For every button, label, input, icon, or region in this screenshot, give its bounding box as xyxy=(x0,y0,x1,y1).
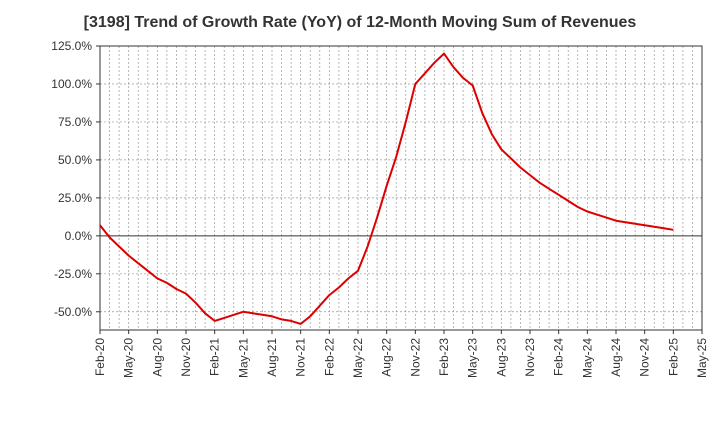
data-point xyxy=(414,83,416,85)
x-tick-label: Aug-24 xyxy=(609,338,623,377)
y-tick-label: -50.0% xyxy=(54,305,92,319)
data-point xyxy=(281,318,283,320)
data-point xyxy=(663,227,665,229)
data-point xyxy=(577,206,579,208)
data-point xyxy=(271,315,273,317)
x-tick-label: Feb-22 xyxy=(322,338,336,376)
x-tick-label: Feb-25 xyxy=(666,338,680,376)
data-point xyxy=(99,224,101,226)
data-point xyxy=(223,317,225,319)
data-point xyxy=(386,185,388,187)
plot-area xyxy=(100,46,702,330)
data-point xyxy=(462,77,464,79)
data-point xyxy=(491,133,493,135)
y-tick-label: 125.0% xyxy=(51,39,92,53)
data-point xyxy=(529,174,531,176)
plot-frame xyxy=(99,45,703,331)
x-tick-label: May-25 xyxy=(695,338,709,378)
data-point xyxy=(195,302,197,304)
data-point xyxy=(185,293,187,295)
data-point xyxy=(586,211,588,213)
data-point xyxy=(558,194,560,196)
data-point xyxy=(539,182,541,184)
x-tick-label: May-20 xyxy=(122,338,136,378)
data-point xyxy=(166,282,168,284)
data-point xyxy=(453,66,455,68)
data-point xyxy=(500,148,502,150)
data-point xyxy=(548,188,550,190)
x-tick-label: Nov-22 xyxy=(408,338,422,377)
x-tick-label: Aug-20 xyxy=(150,338,164,377)
data-point xyxy=(290,320,292,322)
data-point xyxy=(233,314,235,316)
data-point xyxy=(137,262,139,264)
y-tick-label: 25.0% xyxy=(58,191,92,205)
data-point xyxy=(605,217,607,219)
y-tick-label: 75.0% xyxy=(58,115,92,129)
data-point xyxy=(156,277,158,279)
data-point xyxy=(644,224,646,226)
data-point xyxy=(433,62,435,64)
data-point xyxy=(309,315,311,317)
data-point xyxy=(481,112,483,114)
data-point xyxy=(443,53,445,55)
data-point xyxy=(252,312,254,314)
x-tick-label: Aug-22 xyxy=(380,338,394,377)
chart-title: [3198] Trend of Growth Rate (YoY) of 12-… xyxy=(83,14,637,31)
data-point xyxy=(510,157,512,159)
data-point xyxy=(634,223,636,225)
x-tick-label: Aug-21 xyxy=(265,338,279,377)
x-tick-label: Feb-20 xyxy=(93,338,107,376)
data-point xyxy=(118,245,120,247)
data-point xyxy=(347,277,349,279)
data-point xyxy=(672,229,674,231)
data-point xyxy=(519,166,521,168)
x-tick-label: Feb-23 xyxy=(437,338,451,376)
x-tick-label: Nov-20 xyxy=(179,338,193,377)
data-point xyxy=(376,217,378,219)
data-point xyxy=(204,312,206,314)
y-tick-label: -25.0% xyxy=(54,267,92,281)
x-tick-label: May-23 xyxy=(466,338,480,378)
x-tick-label: Feb-21 xyxy=(208,338,222,376)
data-point xyxy=(653,226,655,228)
data-point xyxy=(367,245,369,247)
data-point xyxy=(319,305,321,307)
data-point xyxy=(405,121,407,123)
data-point xyxy=(615,220,617,222)
x-tick-label: Feb-24 xyxy=(552,338,566,376)
y-tick-label: 50.0% xyxy=(58,153,92,167)
data-point xyxy=(424,72,426,74)
data-point xyxy=(328,294,330,296)
y-tick-label: 100.0% xyxy=(51,77,92,91)
data-point xyxy=(175,288,177,290)
data-point xyxy=(109,236,111,238)
data-point xyxy=(596,214,598,216)
data-point xyxy=(567,200,569,202)
data-point xyxy=(395,156,397,158)
x-tick-label: Nov-23 xyxy=(523,338,537,377)
y-tick-label: 0.0% xyxy=(65,229,93,243)
x-tick-label: May-21 xyxy=(236,338,250,378)
data-point xyxy=(625,221,627,223)
data-point xyxy=(300,323,302,325)
x-tick-label: May-22 xyxy=(351,338,365,378)
data-point xyxy=(472,84,474,86)
data-point xyxy=(147,270,149,272)
data-point xyxy=(338,286,340,288)
x-tick-label: Nov-21 xyxy=(294,338,308,377)
series-line xyxy=(99,52,674,325)
data-point xyxy=(357,270,359,272)
x-tick-label: Aug-23 xyxy=(494,338,508,377)
data-point xyxy=(242,311,244,313)
x-tick-label: May-24 xyxy=(580,338,594,378)
data-point xyxy=(128,255,130,257)
data-point xyxy=(261,314,263,316)
x-tick-label: Nov-24 xyxy=(638,338,652,377)
data-point xyxy=(214,320,216,322)
